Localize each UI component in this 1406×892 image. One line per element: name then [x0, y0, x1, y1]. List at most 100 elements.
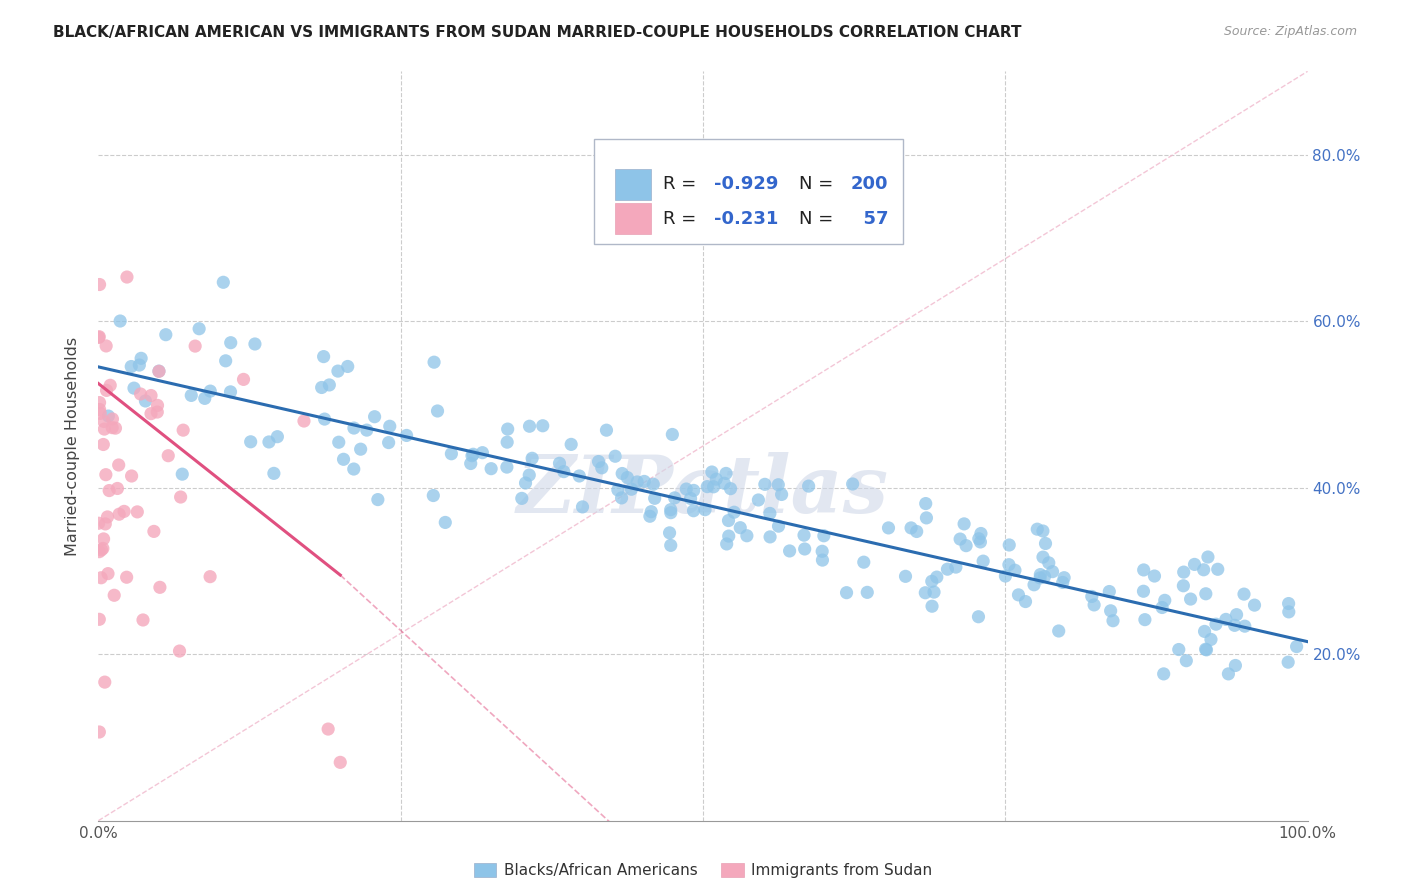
- Point: [460, 457, 482, 471]
- Point: [953, 516, 976, 531]
- Point: [1052, 575, 1074, 590]
- Point: [115, 270, 138, 285]
- Point: [1192, 563, 1215, 577]
- Text: N =: N =: [799, 210, 838, 227]
- Point: [219, 335, 242, 350]
- Point: [1022, 578, 1045, 592]
- Point: [121, 469, 143, 483]
- Point: [779, 544, 801, 558]
- Point: [610, 491, 633, 505]
- Point: [949, 532, 972, 546]
- Point: [148, 364, 170, 378]
- Point: [155, 327, 177, 342]
- Point: [811, 553, 834, 567]
- Point: [332, 452, 354, 467]
- Point: [422, 489, 444, 503]
- Point: [759, 530, 782, 544]
- Point: [363, 409, 385, 424]
- Point: [343, 421, 366, 435]
- Point: [316, 722, 339, 736]
- Point: [89, 725, 111, 739]
- Point: [1153, 666, 1175, 681]
- Point: [723, 505, 745, 519]
- Point: [793, 541, 815, 556]
- Point: [520, 451, 543, 466]
- Point: [1053, 571, 1076, 585]
- Text: -0.929: -0.929: [714, 176, 779, 194]
- Point: [311, 380, 333, 394]
- Point: [326, 364, 349, 378]
- Point: [87, 516, 110, 531]
- Point: [129, 351, 152, 366]
- Point: [426, 404, 449, 418]
- Point: [329, 756, 352, 770]
- Legend: Blacks/African Americans, Immigrants from Sudan: Blacks/African Americans, Immigrants fro…: [467, 857, 939, 884]
- Point: [90, 542, 112, 557]
- Point: [257, 434, 280, 449]
- Point: [94, 516, 117, 531]
- Point: [1007, 588, 1029, 602]
- Point: [1285, 640, 1308, 654]
- Point: [1225, 658, 1247, 673]
- Point: [103, 588, 125, 602]
- Point: [856, 585, 879, 599]
- Point: [107, 482, 129, 496]
- Point: [378, 419, 401, 434]
- Point: [675, 482, 697, 496]
- Point: [643, 477, 665, 491]
- Text: R =: R =: [664, 176, 702, 194]
- Point: [1033, 569, 1056, 583]
- Point: [479, 461, 502, 475]
- Point: [377, 435, 399, 450]
- Point: [314, 412, 336, 426]
- Point: [638, 509, 661, 524]
- Point: [312, 350, 335, 364]
- Point: [1153, 593, 1175, 607]
- Point: [915, 511, 938, 525]
- Point: [835, 585, 858, 599]
- Point: [716, 537, 738, 551]
- Point: [955, 539, 977, 553]
- Point: [87, 330, 110, 344]
- Point: [1035, 536, 1057, 550]
- Point: [132, 613, 155, 627]
- Point: [914, 497, 936, 511]
- Point: [1014, 594, 1036, 608]
- Point: [93, 414, 115, 428]
- Point: [703, 480, 725, 494]
- Point: [659, 538, 682, 552]
- Point: [1032, 524, 1054, 538]
- Point: [94, 467, 117, 482]
- Point: [936, 562, 959, 576]
- Point: [263, 467, 285, 481]
- Point: [292, 414, 315, 428]
- Point: [998, 558, 1021, 572]
- Point: [921, 599, 943, 614]
- Point: [129, 387, 152, 401]
- Point: [96, 384, 118, 398]
- Point: [693, 502, 716, 516]
- Point: [1132, 584, 1154, 599]
- Point: [440, 447, 463, 461]
- Point: [194, 392, 217, 406]
- Point: [1226, 607, 1249, 622]
- Point: [1218, 666, 1240, 681]
- Point: [1195, 643, 1218, 657]
- Point: [720, 482, 742, 496]
- Point: [1194, 642, 1216, 657]
- Point: [747, 493, 769, 508]
- Point: [620, 482, 643, 496]
- Point: [98, 378, 121, 392]
- Point: [89, 406, 111, 420]
- Point: [588, 454, 610, 468]
- Point: [967, 532, 990, 546]
- Point: [1180, 592, 1202, 607]
- Point: [139, 407, 162, 421]
- Point: [172, 467, 194, 482]
- Point: [90, 571, 112, 585]
- Point: [212, 275, 235, 289]
- Point: [146, 398, 169, 412]
- Point: [595, 423, 617, 437]
- Point: [1194, 624, 1216, 639]
- Point: [89, 277, 111, 292]
